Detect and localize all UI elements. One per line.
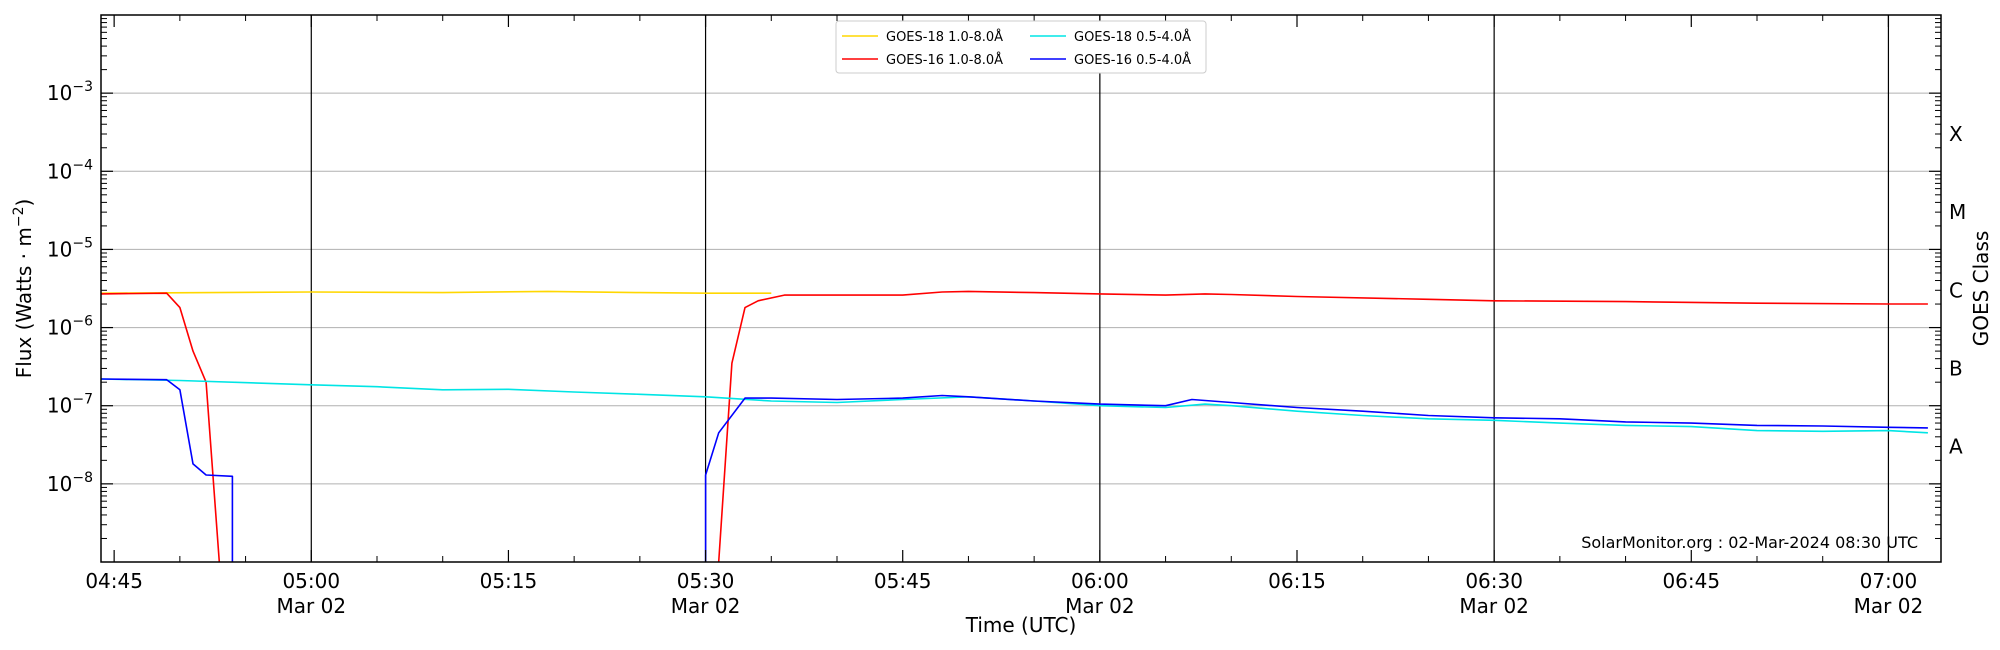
- plot-frame: [100, 14, 1942, 563]
- goes-class-label: A: [1949, 435, 1963, 459]
- x-tick-label: 07:00: [1860, 569, 1918, 593]
- y-tick-exponent: −7: [72, 392, 93, 408]
- goes-class-label: X: [1949, 122, 1963, 146]
- y-axis-title-close: ): [12, 199, 36, 207]
- y-tick-base: 10: [47, 472, 72, 496]
- y-tick-exponent: −3: [72, 79, 93, 95]
- grid-layer: [101, 92, 1941, 485]
- x-tick-date-label: Mar 02: [277, 594, 347, 618]
- y-tick-label: 10−5: [47, 235, 93, 261]
- x-tick-date-label: Mar 02: [1065, 594, 1135, 618]
- y-tick-base: 10: [47, 81, 72, 105]
- x-tick-date-label: Mar 02: [1854, 594, 1924, 618]
- legend: GOES-18 1.0-8.0Å GOES-18 0.5-4.0Å GOES-16 …: [835, 20, 1207, 74]
- y-tick-exponent: −8: [72, 470, 93, 486]
- y-tick-exponent: −6: [72, 314, 93, 330]
- y-tick-label: 10−8: [47, 470, 93, 496]
- x-tick-label: 04:45: [85, 569, 143, 593]
- x-tick-label: 05:30: [677, 569, 735, 593]
- y-tick-base: 10: [47, 237, 72, 261]
- y-tick-label: 10−3: [47, 79, 93, 105]
- legend-label: GOES-16 1.0-8.0Å: [886, 52, 1003, 68]
- x-tick-label: 06:45: [1662, 569, 1720, 593]
- y-axis-title: Flux (Watts · m−2): [11, 199, 36, 379]
- y-tick-label: 10−7: [47, 392, 93, 418]
- vertical-lines-layer: [310, 15, 1890, 562]
- x-tick-label: 06:00: [1071, 569, 1129, 593]
- y-tick-label: 10−4: [47, 157, 93, 183]
- series-layer: [100, 290, 1928, 563]
- tick-layer: [101, 15, 1941, 562]
- goes-class-label: C: [1949, 278, 1963, 302]
- series-line: [100, 378, 1928, 434]
- watermark-text: SolarMonitor.org : 02-Mar-2024 08:30 UTC: [1581, 533, 1918, 552]
- y-tick-exponent: −4: [72, 157, 93, 173]
- series-line: [100, 290, 772, 295]
- x-tick-label: 06:30: [1465, 569, 1523, 593]
- y-tick-base: 10: [47, 316, 72, 340]
- goes-class-label: M: [1949, 200, 1966, 224]
- x-tick-label: 05:15: [480, 569, 538, 593]
- y-tick-base: 10: [47, 159, 72, 183]
- y-axis-title-exponent: −2: [11, 207, 27, 228]
- goes-class-label: B: [1949, 356, 1963, 380]
- goes-class-axis-title: GOES Class: [1969, 231, 1993, 347]
- legend-items: GOES-18 1.0-8.0Å GOES-18 0.5-4.0Å GOES-16 …: [842, 29, 1191, 68]
- x-tick-label: 05:45: [874, 569, 932, 593]
- series-line: [100, 292, 221, 563]
- x-axis-title: Time (UTC): [965, 613, 1077, 637]
- series-line: [100, 378, 234, 562]
- x-tick-date-label: Mar 02: [671, 594, 741, 618]
- legend-label: GOES-18 0.5-4.0Å: [1074, 29, 1191, 45]
- y-tick-exponent: −5: [72, 235, 93, 251]
- y-tick-label: 10−6: [47, 314, 93, 340]
- legend-box: [835, 20, 1207, 74]
- series-line: [717, 290, 1928, 563]
- x-tick-date-label: Mar 02: [1459, 594, 1529, 618]
- series-line: [704, 394, 1928, 562]
- x-tick-label: 06:15: [1268, 569, 1326, 593]
- legend-label: GOES-18 1.0-8.0Å: [886, 29, 1003, 45]
- y-tick-base: 10: [47, 394, 72, 418]
- legend-label: GOES-16 0.5-4.0Å: [1074, 52, 1191, 68]
- x-tick-label: 05:00: [282, 569, 340, 593]
- y-axis-title-main: Flux (Watts · m: [12, 227, 36, 378]
